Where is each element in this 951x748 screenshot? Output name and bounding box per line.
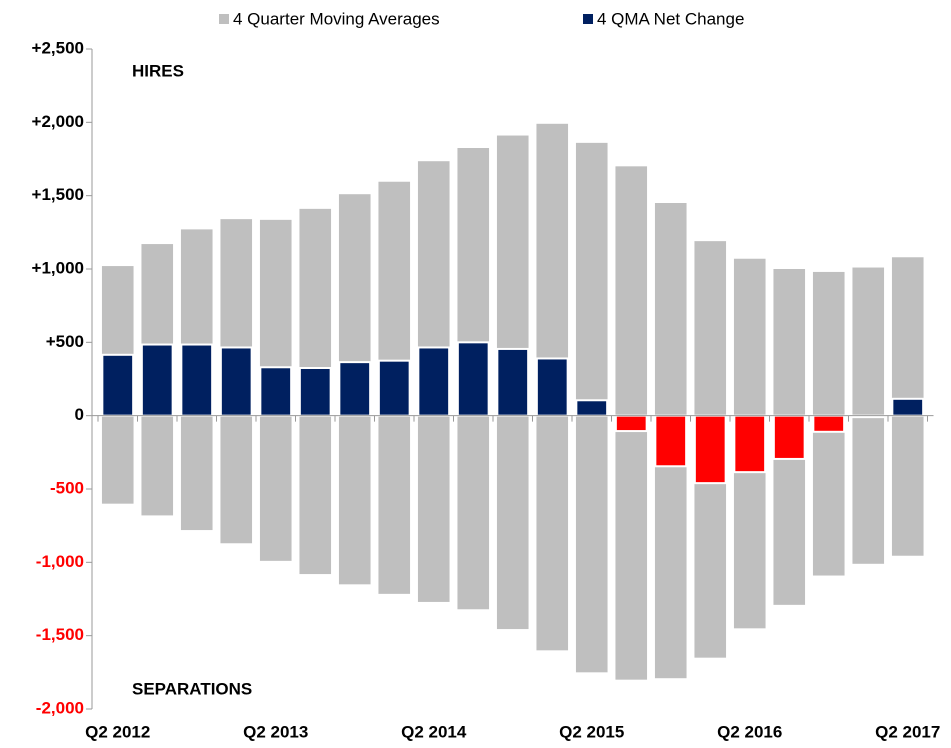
net-bar (219, 346, 253, 417)
x-tick-label: Q2 2017 (875, 722, 940, 741)
net-bar (614, 414, 648, 433)
bar (615, 166, 648, 416)
net-bar (654, 414, 688, 468)
x-tick-label: Q2 2014 (401, 722, 467, 741)
bar (417, 415, 450, 602)
bar (180, 415, 213, 531)
y-tick-label: +2,000 (32, 112, 84, 131)
legend-label: 4 QMA Net Change (597, 9, 744, 28)
net-bar (891, 397, 925, 417)
net-bar (733, 414, 767, 474)
net-bar (180, 343, 214, 417)
bar (852, 415, 885, 564)
bar (378, 415, 411, 594)
net-bar (812, 414, 846, 433)
bar (220, 415, 253, 544)
bar (654, 203, 687, 416)
net-bar (259, 366, 293, 417)
bar (891, 415, 924, 556)
bar (536, 415, 569, 651)
bar (101, 415, 134, 504)
y-tick-label: -1,500 (36, 625, 84, 644)
bar (615, 415, 648, 680)
y-tick-label: +500 (46, 332, 84, 351)
net-bar (377, 359, 411, 417)
bar (773, 269, 806, 416)
net-bar (772, 414, 806, 460)
bar (259, 415, 292, 561)
y-tick-label: 0 (75, 405, 84, 424)
x-tick-label: Q2 2016 (717, 722, 782, 741)
x-tick-label: Q2 2012 (85, 722, 150, 741)
y-tick-label: +1,000 (32, 258, 84, 277)
net-bar (140, 343, 174, 417)
bar (575, 415, 608, 673)
annotation: SEPARATIONS (132, 679, 252, 698)
y-tick-label: +2,500 (32, 38, 84, 57)
bar (141, 415, 174, 516)
net-bar (693, 414, 727, 485)
y-tick-label: +1,500 (32, 185, 84, 204)
bar (812, 271, 845, 416)
y-tick-label: -2,000 (36, 698, 84, 717)
net-bar (535, 357, 569, 417)
net-bar (456, 341, 490, 417)
bar (812, 415, 845, 576)
net-bar (298, 367, 332, 417)
bar (575, 142, 608, 416)
net-bar (338, 361, 372, 417)
bar (496, 415, 529, 630)
x-tick-label: Q2 2015 (559, 722, 624, 741)
legend-swatch (219, 14, 229, 24)
y-tick-label: -1,000 (36, 552, 84, 571)
annotation: HIRES (132, 61, 184, 80)
bar (733, 258, 766, 416)
y-tick-label: -500 (50, 478, 84, 497)
legend-swatch (583, 14, 593, 24)
bar (338, 415, 371, 585)
net-bar (575, 399, 609, 417)
net-bar (496, 347, 530, 417)
net-bar (417, 346, 451, 417)
legend-label: 4 Quarter Moving Averages (233, 9, 440, 28)
bar (694, 241, 727, 416)
net-bar (101, 353, 135, 417)
bar (852, 267, 885, 416)
bar (299, 415, 332, 575)
bar (891, 257, 924, 416)
bar (457, 415, 490, 610)
x-tick-label: Q2 2013 (243, 722, 308, 741)
